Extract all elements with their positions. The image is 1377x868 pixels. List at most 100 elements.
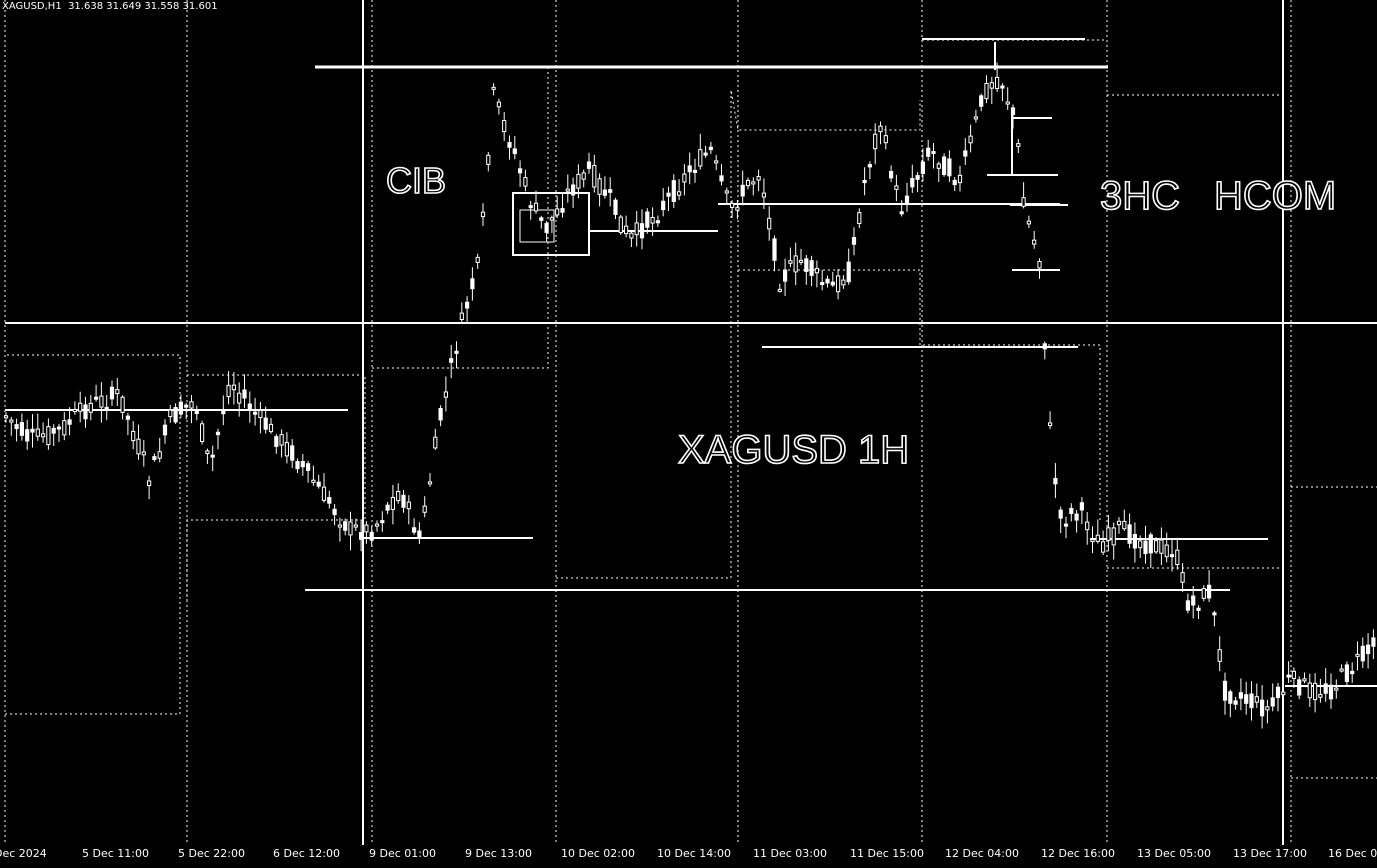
candle-body [9,419,14,423]
candle-body [1000,85,1005,89]
candle-body [915,175,920,180]
candle-body [984,82,989,100]
candle-body [565,188,570,192]
candle-body [1021,197,1026,207]
time-axis-tick-label: 5 Dec 11:00 [82,847,149,860]
candle-body [1005,101,1010,105]
candle-body [274,436,279,447]
candle-body [417,530,422,539]
range-envelope [556,89,921,579]
candle-body [205,450,210,455]
candle-body [682,173,687,183]
candle-body [141,451,146,456]
candle-body [830,281,835,286]
candle-body [507,141,512,148]
candle-body [25,429,30,442]
candle-body [1063,523,1069,527]
candle-body [1116,520,1122,526]
candle-body [910,177,915,188]
candle-body [724,190,729,194]
candle-body [1191,595,1196,606]
candle-body [1079,502,1085,511]
candle-body [78,402,83,412]
candle-body [1201,588,1206,599]
time-axis-tick-label: 6 Dec 12:00 [273,847,340,860]
candle-body [221,409,226,415]
candle-body [735,207,740,211]
candle-body [364,524,369,533]
time-axis-tick-label: 12 Dec 16:00 [1041,847,1115,860]
candle-body [1058,509,1063,519]
candle-body [178,401,184,415]
candle-body [613,199,618,215]
candle-body [131,430,136,442]
candle-body [772,238,777,261]
candle-body [512,148,517,155]
price-levels [5,38,1377,687]
range-boxes [5,38,1377,779]
candle-body [258,410,263,419]
candle-body [1249,693,1254,709]
candle-body [337,524,342,528]
candle-body [406,501,411,510]
candle-body [629,232,634,239]
candle-body [1101,541,1106,553]
candle-body [41,433,46,438]
candle-body [936,163,941,169]
candle-body [284,442,289,457]
candle-body [1090,539,1095,543]
candle-body [576,173,581,189]
candle-body [528,205,533,209]
candle-body [851,237,857,245]
candle-body [348,521,353,536]
candle-body [1297,679,1302,696]
candle-body [751,181,756,185]
candle-body [115,389,120,395]
candle-body [242,389,247,399]
candle-body [1164,544,1169,558]
time-axis-tick-label: Dec 2024 [0,847,47,860]
chart-header: XAGUSD,H1 31.638 31.649 31.558 31.601 [2,1,218,12]
candle-body [1148,534,1153,554]
candle-body [1042,343,1047,350]
candle-body [814,268,819,274]
candle-body [1302,678,1307,682]
symbol-label: XAGUSD,H1 [2,1,62,12]
candle-body [1175,549,1180,566]
candle-body [168,409,173,418]
candle-body [1366,644,1371,655]
candle-body [920,161,925,175]
candle-body [968,135,973,144]
candle-body [973,116,978,120]
candle-body [480,211,486,218]
candle-body [290,445,295,461]
candle-body [645,211,650,228]
candle-body [1069,507,1074,514]
candle-body [995,76,1000,89]
candle-body [809,260,814,276]
candle-body [767,217,772,230]
candle-body [470,278,475,290]
label-hcom: HCOM [1213,173,1337,219]
candle-body [798,259,804,263]
candle-body [857,212,862,224]
candle-body [873,133,878,150]
candle-body [1286,674,1291,678]
candle-body [714,160,719,164]
candle-body [666,192,671,197]
candle-body [560,208,565,213]
candle-body [862,179,867,184]
candle-body [1281,691,1286,696]
range-envelope [372,68,549,369]
candle-body [788,260,793,264]
session-grid [4,0,1292,845]
label-xagusd-1h: XAGUSD 1H [677,427,910,473]
candle-body [518,168,523,174]
candle-body [162,424,168,436]
candles [3,62,1376,729]
candle-body [300,461,305,468]
candle-body [433,436,438,449]
candle-body [539,217,544,221]
candle-body [253,411,258,415]
